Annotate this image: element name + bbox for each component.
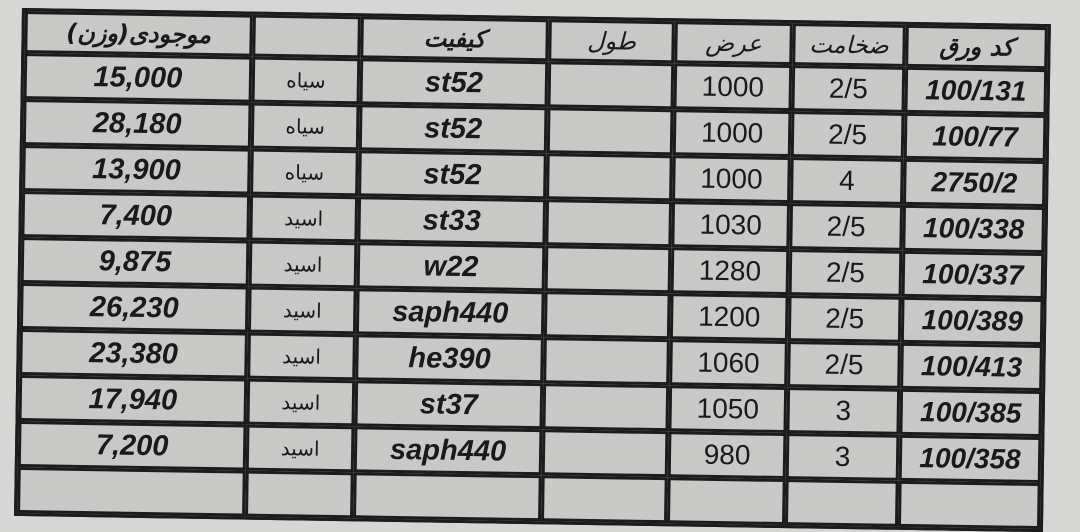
cell-weight: 7,400 [21, 191, 251, 241]
header-weight: موجودی(وزن) [24, 11, 253, 57]
cell-grade: st52 [358, 150, 547, 200]
header-width: عرض [674, 21, 793, 66]
cell-code: 100/337 [901, 250, 1045, 300]
cell-weight: 9,875 [20, 237, 250, 287]
cell-weight: 28,180 [22, 99, 252, 149]
cell-thickness: 3 [786, 387, 901, 435]
cell-weight: 17,940 [18, 375, 248, 425]
cell-grade: w22 [356, 242, 546, 292]
cell-code: 100/389 [900, 296, 1044, 346]
cell-grade: saph440 [355, 288, 545, 338]
cell-length [542, 383, 670, 432]
header-code: کد ورق [905, 24, 1048, 70]
cell-type: سیاه [250, 102, 360, 151]
cell-thickness: 2/5 [791, 65, 906, 113]
cell-code: 100/338 [902, 204, 1045, 254]
cell-type: اسید [248, 240, 358, 289]
cell-width: 1000 [672, 155, 791, 204]
cell-thickness: 2/5 [790, 111, 905, 159]
cell-code: 2750/2 [903, 158, 1046, 208]
cell-weight [17, 466, 246, 517]
cell-width [666, 477, 786, 526]
header-thickness: ضخامت [792, 23, 906, 67]
cell-weight: 13,900 [22, 145, 251, 195]
cell-width: 1280 [670, 247, 790, 296]
cell-grade: st52 [359, 58, 549, 108]
cell-grade: st33 [357, 196, 547, 246]
cell-grade: st52 [358, 104, 548, 154]
sheet-inventory-table-photo: موجودی(وزن) کیفیت طول عرض ضخامت کد ورق 1… [14, 8, 1051, 532]
cell-length [541, 475, 668, 524]
cell-thickness [784, 479, 899, 527]
cell-width: 1050 [668, 385, 788, 434]
cell-thickness: 2/5 [787, 341, 901, 389]
header-length: طول [548, 19, 675, 64]
cell-weight: 23,380 [19, 329, 248, 379]
cell-length [547, 61, 675, 110]
cell-width: 1060 [669, 339, 788, 388]
cell-length [543, 337, 670, 386]
cell-width: 1030 [671, 201, 791, 250]
cell-code: 100/358 [898, 434, 1042, 484]
cell-thickness: 3 [785, 433, 900, 481]
cell-type: اسید [247, 332, 356, 381]
header-grade: کیفیت [360, 16, 549, 62]
cell-grade: he390 [355, 334, 544, 384]
inventory-table: موجودی(وزن) کیفیت طول عرض ضخامت کد ورق 1… [14, 8, 1051, 532]
cell-length [543, 291, 671, 340]
cell-thickness: 2/5 [787, 295, 902, 343]
cell-width: 1000 [672, 109, 792, 158]
cell-code: 100/385 [899, 388, 1043, 438]
cell-type: اسید [247, 286, 357, 335]
cell-weight: 7,200 [17, 420, 247, 471]
cell-weight: 26,230 [19, 283, 249, 333]
cell-width: 1200 [669, 293, 789, 342]
cell-length [544, 245, 672, 294]
cell-length [546, 107, 674, 156]
cell-length [541, 429, 669, 478]
cell-grade: st37 [354, 380, 544, 430]
cell-grade [353, 472, 542, 522]
cell-grade: saph440 [353, 426, 543, 476]
cell-weight: 15,000 [23, 53, 253, 103]
cell-type [245, 470, 354, 519]
cell-thickness: 2/5 [789, 203, 904, 251]
cell-type: سیاه [251, 56, 361, 105]
cell-thickness: 4 [790, 157, 904, 205]
cell-code: 100/131 [904, 66, 1048, 116]
header-type [252, 14, 361, 59]
cell-length [546, 153, 673, 202]
cell-type: اسید [246, 378, 356, 427]
cell-width: 980 [667, 431, 787, 480]
cell-type: اسید [245, 424, 355, 473]
cell-thickness: 2/5 [788, 249, 903, 297]
cell-type: اسید [249, 194, 359, 243]
cell-code: 100/77 [903, 112, 1047, 162]
cell-length [545, 199, 673, 248]
cell-code [897, 480, 1041, 530]
cell-width: 1000 [673, 63, 793, 112]
cell-code: 100/413 [900, 342, 1043, 392]
cell-type: سیاه [250, 148, 359, 197]
